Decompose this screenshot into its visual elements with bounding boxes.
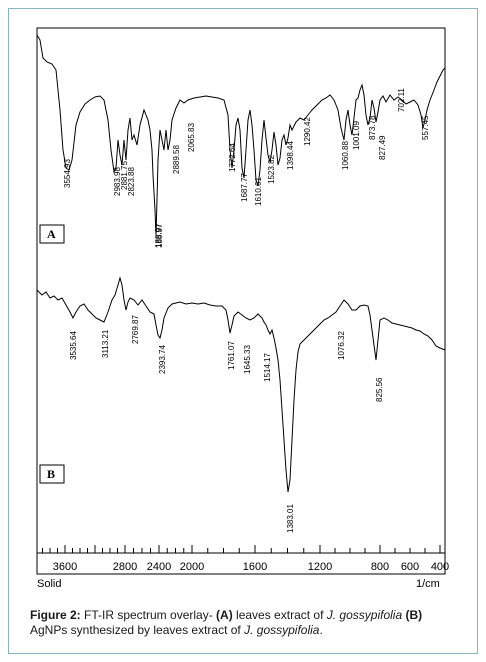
caption-text-2: leaves extract of bbox=[232, 608, 327, 622]
peak-label-b-5: 1645.33 bbox=[243, 345, 252, 374]
peak-label-b-2: 2769.87 bbox=[131, 315, 140, 344]
spectrum-line-a bbox=[36, 34, 446, 236]
caption-b-label: (B) bbox=[405, 608, 423, 622]
peak-label-a-8: 1772.64 bbox=[228, 143, 237, 172]
caption-figure-label: Figure 2: bbox=[30, 608, 81, 622]
figure-caption: Figure 2: FT-IR spectrum overlay- (A) le… bbox=[30, 608, 470, 638]
peak-label-a-19: 557.45 bbox=[421, 115, 430, 140]
peak-label-a-3: 2823.88 bbox=[127, 167, 136, 196]
peak-label-b-6: 1514.17 bbox=[263, 353, 272, 382]
x-tick-label: 2800 bbox=[113, 561, 137, 573]
peak-labels-group: 3554.93 2983.982881.752823.88188.97188.97… bbox=[63, 88, 430, 533]
spectrum-line-b bbox=[36, 276, 446, 493]
axis-label-unit: 1/cm bbox=[416, 578, 440, 590]
peak-label-a-5: 188.97 bbox=[155, 223, 164, 248]
figure-frame bbox=[8, 8, 478, 654]
x-tick-label: 2400 bbox=[147, 561, 171, 573]
x-tick-label: 2000 bbox=[180, 561, 204, 573]
caption-text-3: AgNPs synthesized by leaves extract of bbox=[30, 623, 245, 637]
caption-a-label: (A) bbox=[216, 608, 233, 622]
peak-label-a-9: 1687.77 bbox=[240, 173, 249, 202]
x-tick-label: 3600 bbox=[53, 561, 77, 573]
peak-label-b-7: 1383.01 bbox=[286, 504, 295, 533]
ftir-chart: 3554.93 2983.982881.752823.88188.97188.97… bbox=[36, 27, 449, 575]
peak-label-b-4: 1761.07 bbox=[227, 341, 236, 370]
peak-label-a-1: 2983.98 bbox=[113, 167, 122, 196]
panel-a-label: A bbox=[39, 224, 65, 244]
x-tick-label: 400 bbox=[431, 561, 449, 573]
x-tick-label: 600 bbox=[401, 561, 419, 573]
x-tick-label: 1600 bbox=[243, 561, 267, 573]
peak-label-a-6: 2889.58 bbox=[172, 145, 181, 174]
peak-label-a-2: 2881.75 bbox=[120, 161, 129, 190]
peak-label-a-7: 2065.83 bbox=[187, 123, 196, 152]
x-axis: 3600 2800 2400 2000 1600 1200 800 600 400 bbox=[37, 545, 449, 573]
peak-label-a-0: 3554.93 bbox=[63, 159, 72, 188]
peak-label-a-16: 873.78 bbox=[368, 115, 377, 140]
panel-b-text: B bbox=[47, 467, 55, 481]
peak-label-b-0: 3535.64 bbox=[69, 331, 78, 360]
peak-label-a-10: 1610.61 bbox=[254, 177, 263, 206]
peak-label-a-11: 1523.82 bbox=[267, 155, 276, 184]
peak-label-a-12: 1398.44 bbox=[286, 141, 295, 170]
peak-label-b-1: 3113.21 bbox=[101, 329, 110, 358]
peak-label-a-18: 702.11 bbox=[397, 88, 406, 112]
peak-label-a-17: 827.49 bbox=[378, 135, 387, 160]
x-tick-label: 800 bbox=[371, 561, 389, 573]
peak-label-b-8: 1076.32 bbox=[337, 331, 346, 360]
caption-species-2: J. gossypifolia bbox=[244, 623, 320, 637]
caption-species-1: J. gossypifolia bbox=[326, 608, 403, 622]
caption-text-4: . bbox=[319, 623, 323, 637]
peak-label-b-9: 825.56 bbox=[375, 377, 384, 402]
peak-label-a-14: 1060.88 bbox=[341, 141, 350, 170]
peak-label-a-4: 188.97 bbox=[154, 223, 163, 248]
x-tick-label: 1200 bbox=[308, 561, 332, 573]
peak-label-a-15: 1001.09 bbox=[352, 121, 361, 150]
spectra-group bbox=[36, 34, 446, 493]
peak-label-b-3: 2393.74 bbox=[158, 345, 167, 374]
axis-label-solid: Solid bbox=[37, 578, 62, 590]
panel-b-label: B bbox=[39, 464, 65, 484]
caption-text-1: FT-IR spectrum overlay- bbox=[80, 608, 217, 622]
plot-border bbox=[36, 27, 446, 575]
panel-a-text: A bbox=[47, 227, 56, 241]
peak-label-a-13: 1290.42 bbox=[303, 117, 312, 146]
